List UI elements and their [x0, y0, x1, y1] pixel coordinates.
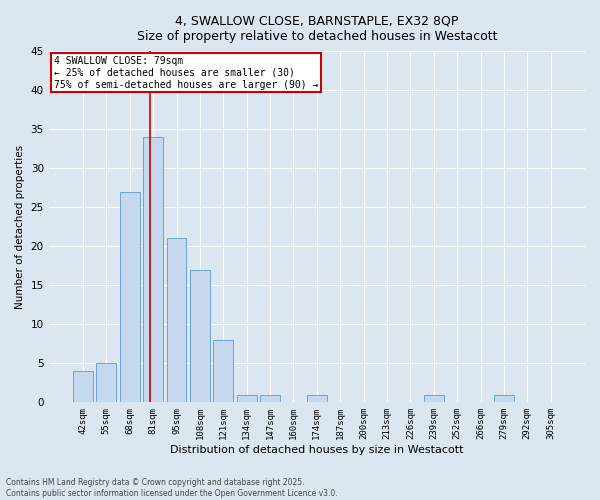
Bar	[167, 238, 187, 402]
Bar	[307, 394, 327, 402]
X-axis label: Distribution of detached houses by size in Westacott: Distribution of detached houses by size …	[170, 445, 464, 455]
Bar	[97, 364, 116, 403]
Bar	[214, 340, 233, 402]
Text: Contains HM Land Registry data © Crown copyright and database right 2025.
Contai: Contains HM Land Registry data © Crown c…	[6, 478, 338, 498]
Bar	[190, 270, 210, 402]
Bar	[424, 394, 443, 402]
Bar	[494, 394, 514, 402]
Bar	[260, 394, 280, 402]
Bar	[237, 394, 257, 402]
Title: 4, SWALLOW CLOSE, BARNSTAPLE, EX32 8QP
Size of property relative to detached hou: 4, SWALLOW CLOSE, BARNSTAPLE, EX32 8QP S…	[137, 15, 497, 43]
Y-axis label: Number of detached properties: Number of detached properties	[15, 144, 25, 309]
Text: 4 SWALLOW CLOSE: 79sqm
← 25% of detached houses are smaller (30)
75% of semi-det: 4 SWALLOW CLOSE: 79sqm ← 25% of detached…	[54, 56, 319, 90]
Bar	[143, 137, 163, 402]
Bar	[73, 371, 93, 402]
Bar	[120, 192, 140, 402]
